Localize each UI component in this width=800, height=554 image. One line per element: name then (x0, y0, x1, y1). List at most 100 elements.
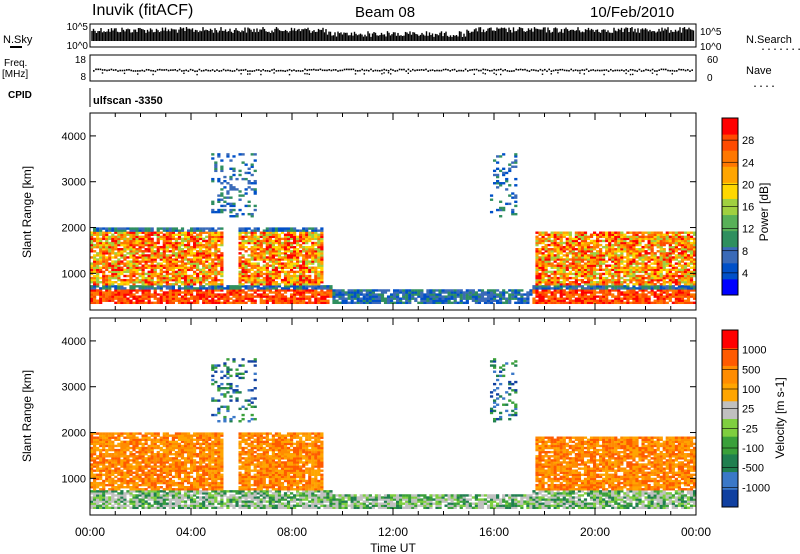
power-cell (299, 276, 303, 280)
power-cell (611, 272, 615, 276)
power-cell (238, 264, 242, 267)
beam-title: Beam 08 (355, 4, 415, 21)
power-cell (211, 280, 215, 284)
power-cell (202, 278, 206, 282)
power-cell (614, 237, 618, 241)
frequency-point (515, 68, 517, 71)
power-cell (568, 248, 572, 251)
power-cell (589, 268, 594, 272)
power-cell (117, 270, 121, 274)
power-cell (562, 254, 566, 257)
power-cell (99, 231, 103, 234)
power-cell (214, 245, 218, 249)
power-cell (617, 287, 621, 290)
power-cell (244, 295, 248, 298)
power-cell (238, 229, 242, 232)
power-cell (277, 237, 282, 241)
power-cell (550, 254, 554, 257)
power-cell (553, 248, 557, 251)
power-cell (302, 264, 306, 267)
power-cell (629, 268, 633, 272)
power-cell (256, 272, 260, 276)
power-cell (629, 245, 633, 249)
power-cell (547, 264, 551, 267)
power-cell (623, 248, 627, 251)
power-cell (296, 243, 300, 247)
power-cell (171, 229, 176, 232)
power-cell (547, 235, 551, 239)
power-cell (299, 295, 303, 298)
power-cell (656, 299, 660, 302)
power-cell (289, 250, 294, 253)
power-cell (296, 252, 300, 255)
power-cell (171, 295, 176, 298)
power-cell (362, 297, 366, 300)
power-cell (553, 276, 557, 280)
power-cell (314, 250, 318, 253)
power-cell (659, 270, 663, 274)
frequency-point (337, 70, 339, 72)
power-cell (123, 229, 127, 232)
power-cell (183, 239, 188, 243)
power-cell (617, 293, 621, 296)
power-cell (265, 268, 269, 272)
power-cell (568, 272, 572, 276)
power-cell (605, 283, 609, 286)
power-cell (544, 260, 548, 263)
power-cell (196, 260, 200, 263)
power-cell (438, 289, 442, 292)
frequency-point (205, 69, 207, 71)
power-cell (271, 229, 275, 232)
power-cell (274, 239, 279, 243)
power-cell (265, 252, 269, 255)
power-cell (596, 254, 600, 257)
power-cell (280, 266, 285, 269)
power-cell (538, 260, 542, 263)
power-cell (129, 229, 133, 232)
power-cell (565, 301, 569, 305)
power-cell (183, 270, 188, 274)
power-cell (244, 268, 248, 272)
frequency-series (93, 68, 693, 76)
power-cell (580, 266, 585, 269)
power-cell (214, 289, 218, 292)
power-cell (244, 250, 248, 253)
frequency-point (93, 70, 95, 72)
power-cell (102, 287, 106, 290)
power-cell (129, 239, 133, 243)
power-cell (244, 280, 248, 284)
power-cell (311, 291, 315, 294)
power-cell (617, 297, 621, 300)
power-cell (302, 301, 306, 305)
power-cell (289, 252, 294, 255)
power-cell (144, 229, 148, 232)
power-cell (577, 262, 582, 265)
power-cell (492, 173, 497, 177)
power-cell (232, 291, 236, 294)
power-cell (565, 276, 569, 280)
power-cell (617, 268, 621, 272)
power-cell (93, 295, 97, 298)
power-cell (599, 254, 603, 257)
power-cell (90, 268, 94, 272)
power-cell (577, 258, 582, 261)
power-cell (189, 293, 194, 296)
power-cell (211, 210, 215, 214)
power-cell (105, 241, 109, 245)
power-cell (556, 268, 560, 272)
power-cell (120, 250, 124, 253)
power-cell (102, 266, 106, 269)
power-cell (632, 276, 636, 280)
power-cell (289, 289, 294, 292)
power-cell (586, 264, 591, 267)
power-cell (496, 293, 500, 296)
power-cell (538, 248, 542, 251)
power-cell (541, 252, 545, 255)
power-cell (583, 276, 588, 280)
power-cell (271, 227, 275, 230)
power-cell (171, 301, 176, 305)
power-cell (614, 248, 618, 251)
power-cell (444, 291, 448, 294)
power-cell (571, 252, 575, 255)
power-cell (411, 297, 415, 300)
